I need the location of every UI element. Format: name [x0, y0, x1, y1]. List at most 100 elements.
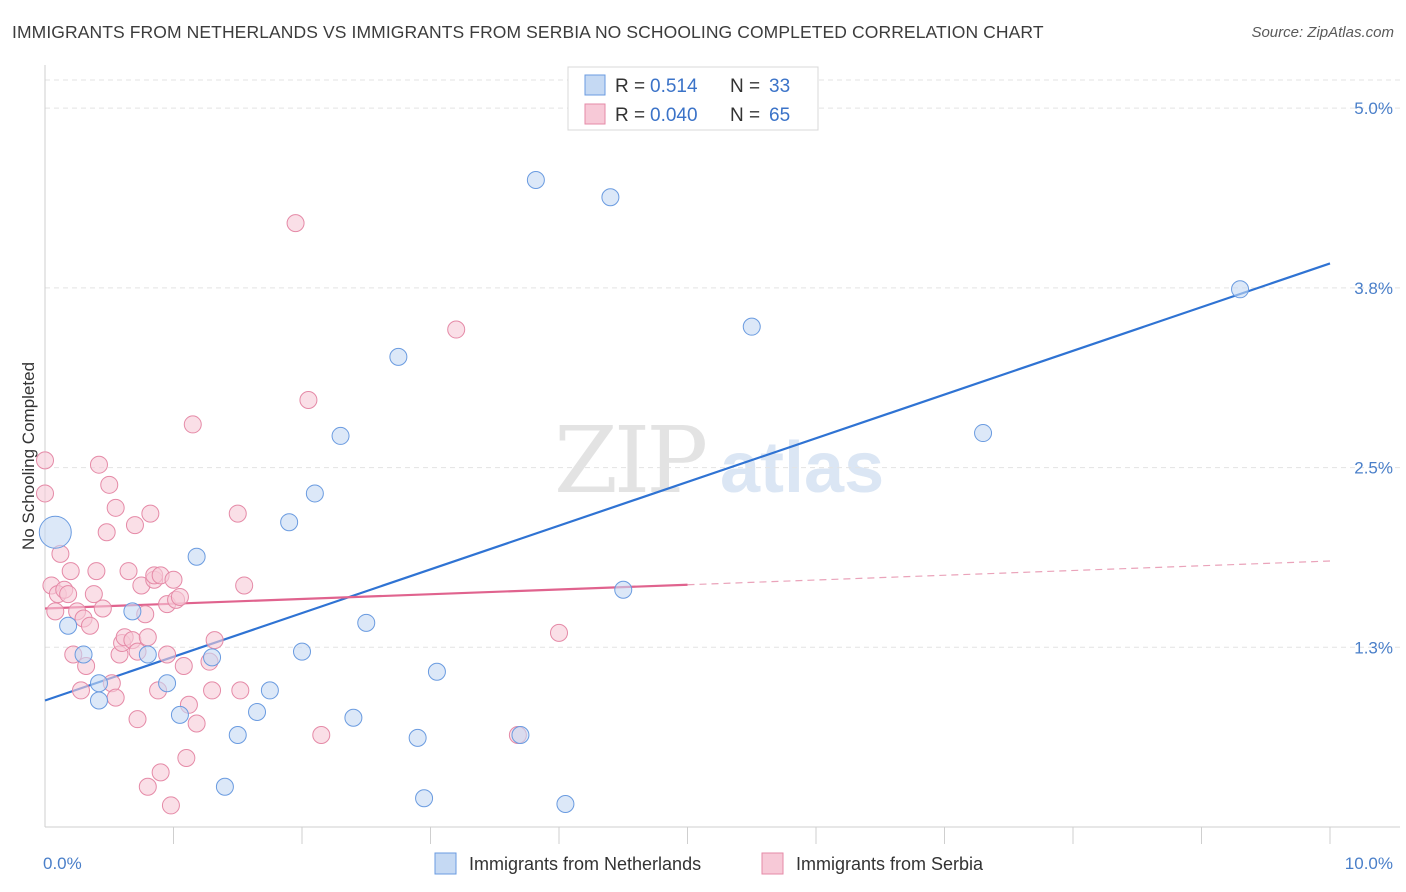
point-netherlands: [215, 777, 234, 796]
point-netherlands: [170, 705, 189, 724]
point-serbia: [59, 585, 78, 604]
point-netherlands: [38, 515, 72, 549]
legend-r-value: 0.040: [650, 105, 698, 126]
legend-r-label: R =: [615, 76, 645, 97]
point-netherlands: [187, 547, 206, 566]
point-serbia: [141, 504, 160, 523]
point-serbia: [299, 390, 318, 409]
point-serbia: [80, 616, 99, 635]
point-serbia: [151, 763, 170, 782]
point-serbia: [106, 688, 125, 707]
trend-lines: [44, 262, 1331, 702]
chart-source: Source: ZipAtlas.com: [1251, 24, 1394, 41]
point-serbia: [46, 602, 65, 621]
point-serbia: [89, 455, 108, 474]
point-netherlands: [331, 426, 350, 445]
point-serbia: [106, 498, 125, 517]
point-serbia: [158, 645, 177, 664]
point-serbia: [87, 562, 106, 581]
point-serbia: [286, 214, 305, 233]
watermark-zip: ZIP: [554, 407, 705, 514]
trend-line-serbia: [44, 583, 688, 610]
point-netherlands: [526, 171, 545, 190]
point-serbia: [170, 587, 189, 606]
point-netherlands: [89, 691, 108, 710]
point-serbia: [84, 585, 103, 604]
legend-swatch: [584, 74, 606, 96]
watermark: ZIP atlas: [554, 407, 884, 514]
point-netherlands: [158, 674, 177, 693]
point-netherlands: [260, 681, 279, 700]
point-netherlands: [415, 789, 434, 808]
point-netherlands: [427, 662, 446, 681]
legend-swatch: [584, 103, 606, 125]
point-netherlands: [556, 794, 575, 813]
bottom-legend-swatch: [761, 852, 784, 875]
trend-line-dashed-serbia: [687, 560, 1331, 586]
legend-n-label: N =: [730, 76, 760, 97]
point-serbia: [205, 631, 224, 650]
point-serbia: [203, 681, 222, 700]
point-serbia: [71, 681, 90, 700]
point-serbia: [138, 628, 157, 647]
point-serbia: [100, 475, 119, 494]
point-netherlands: [357, 613, 376, 632]
y-tick-label: 1.3%: [1354, 638, 1393, 657]
point-serbia: [228, 504, 247, 523]
y-axis-label: No Schooling Completed: [19, 362, 38, 550]
point-netherlands: [138, 645, 157, 664]
point-netherlands: [59, 616, 78, 635]
point-serbia: [93, 599, 112, 618]
y-tick-label: 5.0%: [1354, 99, 1393, 118]
legend-box: [567, 66, 819, 131]
point-serbia: [550, 623, 568, 642]
legend-n-value: 65: [769, 105, 790, 126]
point-serbia: [312, 725, 331, 744]
point-netherlands: [511, 725, 530, 744]
point-serbia: [97, 523, 116, 542]
point-netherlands: [228, 725, 247, 744]
point-serbia: [447, 320, 466, 339]
point-serbia: [36, 484, 54, 503]
x-tick-label: 0.0%: [43, 854, 82, 873]
bottom-legend-label: Immigrants from Netherlands: [469, 854, 701, 874]
point-serbia: [231, 681, 250, 700]
point-netherlands: [344, 708, 363, 727]
x-tick-label: 10.0%: [1345, 854, 1393, 873]
trend-line-netherlands: [44, 262, 1331, 702]
point-netherlands: [614, 580, 633, 599]
y-tick-label: 2.5%: [1354, 459, 1393, 478]
legend: R = 0.514 N = 33 R = 0.040 N = 65: [567, 66, 819, 131]
legend-n-label: N =: [730, 105, 760, 126]
point-serbia: [61, 562, 80, 581]
legend-n-value: 33: [769, 76, 790, 97]
point-serbia: [125, 516, 144, 535]
point-netherlands: [408, 728, 427, 747]
point-netherlands: [1231, 280, 1250, 299]
point-netherlands: [974, 424, 993, 443]
point-serbia: [161, 796, 180, 815]
point-serbia: [177, 748, 196, 767]
point-serbia: [183, 415, 202, 434]
point-netherlands: [742, 317, 761, 336]
point-netherlands: [89, 674, 108, 693]
point-netherlands: [74, 645, 93, 664]
bottom-legend-swatch: [434, 852, 457, 875]
point-serbia: [138, 777, 157, 796]
axes: 1.3% 2.5% 3.8% 5.0% 0.0% 10.0%: [43, 65, 1400, 873]
point-netherlands: [293, 642, 311, 661]
gridlines: [45, 79, 1400, 648]
point-netherlands: [123, 602, 142, 621]
point-netherlands: [389, 347, 408, 366]
legend-r-label: R =: [615, 105, 645, 126]
point-serbia: [235, 576, 254, 595]
point-serbia: [164, 570, 183, 589]
point-serbia: [36, 451, 54, 470]
legend-r-value: 0.514: [650, 76, 698, 97]
point-serbia: [174, 656, 193, 675]
chart-title: IMMIGRANTS FROM NETHERLANDS VS IMMIGRANT…: [12, 22, 1044, 42]
bottom-legend: Immigrants from Netherlands Immigrants fr…: [434, 852, 984, 875]
y-tick-label: 3.8%: [1354, 279, 1393, 298]
point-netherlands: [248, 702, 267, 721]
